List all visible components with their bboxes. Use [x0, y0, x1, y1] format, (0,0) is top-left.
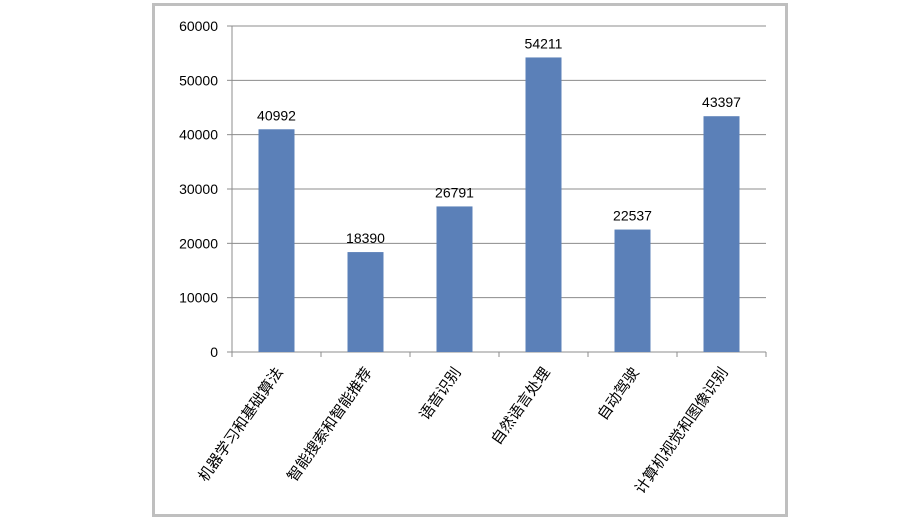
- x-category-label: 计算机视觉和图像识别: [631, 364, 732, 497]
- y-tick-label: 0: [210, 344, 218, 360]
- bar: [525, 57, 562, 353]
- x-category-label: 自然语言处理: [487, 364, 553, 448]
- x-category-label: 机器学习和基础算法: [195, 364, 287, 485]
- data-label: 40992: [257, 107, 296, 123]
- bar: [703, 116, 740, 353]
- y-tick-label: 40000: [179, 127, 218, 143]
- data-label: 43397: [702, 94, 741, 110]
- bar: [258, 129, 295, 352]
- y-tick-label: 30000: [179, 181, 218, 197]
- x-category-label: 智能搜索和智能推荐: [284, 364, 376, 485]
- data-label: 22537: [613, 208, 652, 224]
- x-category-label: 自动驾驶: [594, 364, 643, 423]
- bar: [436, 206, 473, 352]
- bars: [258, 57, 740, 353]
- gridlines: [232, 25, 766, 299]
- y-tick-label: 20000: [179, 235, 218, 251]
- y-tick-label: 50000: [179, 72, 218, 88]
- axes: [227, 25, 767, 357]
- bar: [614, 229, 651, 352]
- x-category-label: 语音识别: [416, 364, 465, 423]
- bar: [347, 252, 384, 352]
- y-tick-label: 60000: [179, 18, 218, 34]
- data-label: 26791: [435, 184, 474, 200]
- data-label: 54211: [525, 35, 563, 51]
- data-labels: 40992 18390 26791 54211 22537 43397: [257, 35, 741, 246]
- y-tick-labels: 0 10000 20000 30000 40000 50000 60000: [179, 18, 218, 360]
- data-label: 18390: [346, 230, 385, 246]
- y-tick-label: 10000: [179, 290, 218, 306]
